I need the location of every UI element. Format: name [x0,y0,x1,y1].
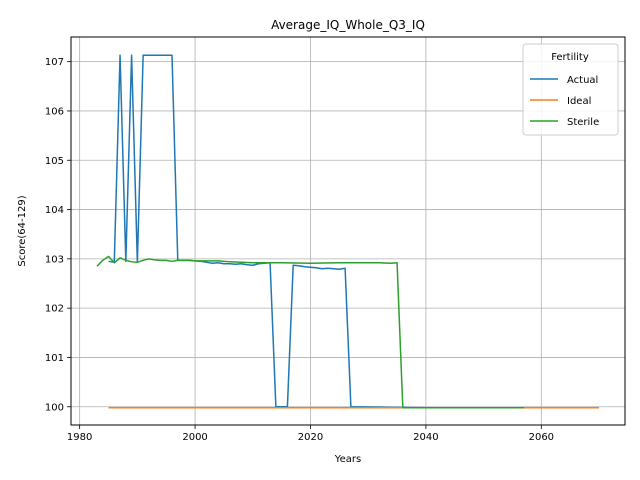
legend-label-sterile: Sterile [567,117,599,128]
y-tick-label: 106 [45,106,64,117]
series-line-sterile [96,255,525,409]
y-tick-label: 103 [45,254,64,265]
series-layer [96,54,600,409]
x-tick-label: 2060 [529,432,554,443]
plot-frame [70,36,626,426]
y-axis-label: Score(64-129) [17,195,28,266]
series-line-actual [108,54,519,409]
legend: Fertility Actual Ideal Sterile [522,43,619,136]
y-tick-label: 105 [45,156,64,167]
y-tick-label: 104 [45,205,64,216]
x-tick-label: 1980 [67,432,92,443]
x-tick-label: 2000 [182,432,207,443]
legend-title: Fertility [551,52,589,63]
x-axis-label: Years [334,454,361,465]
y-tick-label: 107 [45,57,64,68]
x-tick-label: 2040 [413,432,438,443]
axis-ticks: 1980 2000 2020 2040 2060 100 101 102 103 104 105 10… [45,57,554,443]
chart-title: Average_IQ_Whole_Q3_IQ [271,18,425,32]
legend-label-actual: Actual [567,75,598,86]
y-tick-label: 101 [45,353,64,364]
legend-label-ideal: Ideal [567,96,591,107]
y-tick-label: 102 [45,304,64,315]
y-tick-label: 100 [45,402,64,413]
legend-box [522,43,619,136]
x-tick-label: 2020 [298,432,323,443]
